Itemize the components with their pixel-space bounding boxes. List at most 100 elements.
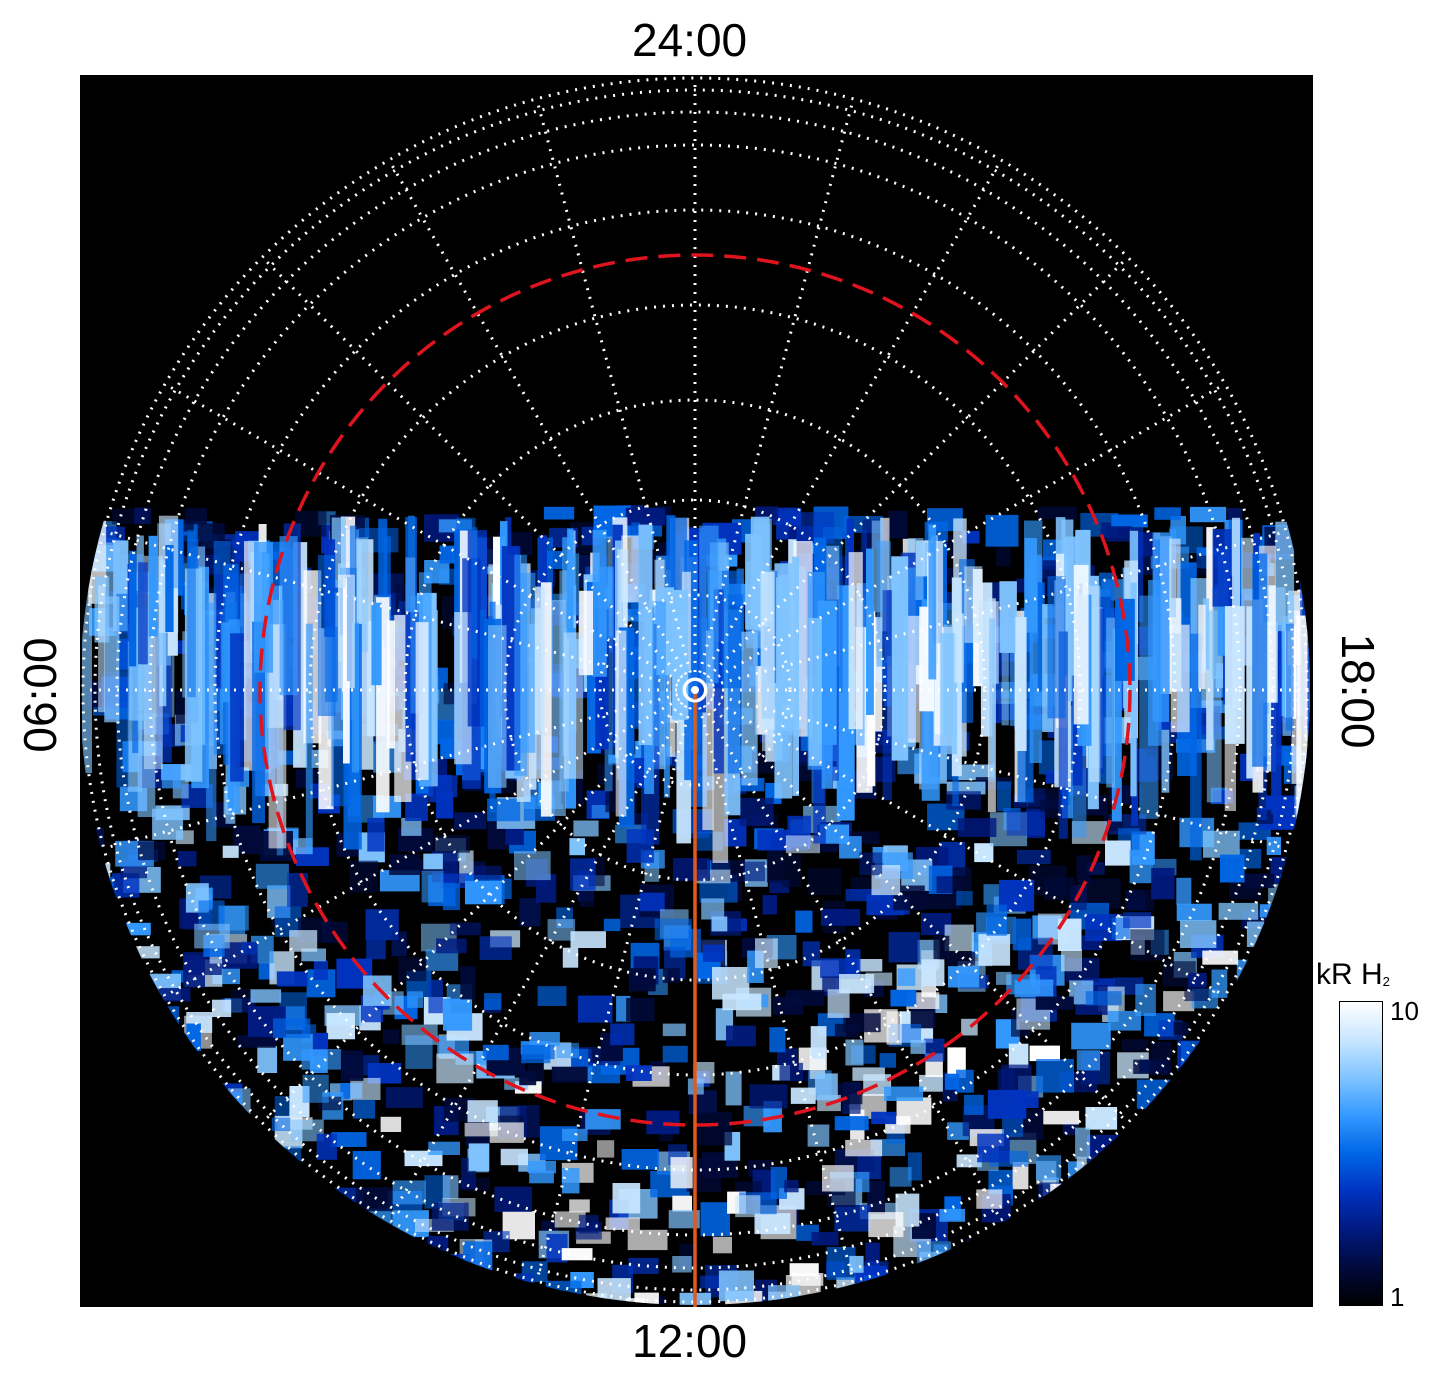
emission-patch	[1176, 877, 1192, 905]
grid-meridian-13	[103, 530, 696, 692]
emission-patch	[1012, 1162, 1029, 1190]
emission-streak	[882, 590, 892, 801]
emission-streak	[989, 618, 996, 782]
emission-streak	[454, 612, 472, 765]
emission-patch	[1050, 1183, 1088, 1207]
emission-patch	[849, 1255, 864, 1273]
emission-streak	[317, 554, 336, 716]
emission-streak	[1202, 598, 1210, 670]
emission-patch	[250, 989, 282, 1003]
emission-streak	[129, 550, 137, 667]
emission-patch	[1299, 1077, 1310, 1098]
emission-patch	[1186, 1170, 1222, 1201]
emission-patch	[116, 982, 137, 1000]
emission-patch	[460, 966, 476, 1000]
emission-patch	[93, 876, 114, 903]
emission-patch	[88, 863, 111, 891]
emission-patch	[401, 1024, 438, 1045]
emission-patch	[1127, 1252, 1152, 1268]
emission-patch	[479, 936, 512, 960]
emission-patch	[198, 1238, 215, 1255]
emission-streak	[848, 552, 863, 730]
emission-patch	[754, 1213, 791, 1235]
emission-patch	[625, 507, 666, 526]
emission-patch	[139, 1244, 175, 1269]
emission-patch	[1255, 1197, 1274, 1214]
emission-patch	[1298, 873, 1310, 890]
emission-patch	[1176, 903, 1212, 921]
grid-meridian-20	[693, 159, 1003, 691]
emission-patch	[626, 998, 655, 1022]
emission-patch	[769, 1027, 786, 1053]
grid-meridian-1	[694, 688, 1287, 850]
emission-patch	[789, 1263, 819, 1277]
emission-patch	[1180, 920, 1217, 948]
emission-streak	[871, 617, 883, 732]
emission-patch	[1311, 1005, 1313, 1020]
emission-patch	[1189, 1176, 1212, 1193]
emission-patch	[1190, 1144, 1215, 1159]
emission-streak	[1106, 617, 1115, 788]
emission-patch	[889, 1167, 912, 1187]
emission-patch	[1218, 1146, 1244, 1164]
emission-patch	[845, 1139, 883, 1157]
emission-patch	[1220, 854, 1245, 883]
emission-patch	[770, 1166, 787, 1199]
emission-patch	[468, 1143, 490, 1171]
grid-meridian-15	[261, 256, 697, 692]
emission-streak	[378, 518, 388, 641]
emission-streak	[105, 542, 115, 605]
colorbar	[1339, 1001, 1383, 1306]
emission-patch	[978, 934, 1011, 966]
emission-patch	[482, 1044, 509, 1061]
emission-patch	[1140, 1269, 1166, 1296]
emission-streak	[540, 582, 552, 817]
emission-patch	[101, 1186, 140, 1220]
emission-patch	[1183, 1234, 1204, 1264]
emission-streak	[551, 600, 566, 816]
emission-patch	[262, 1225, 287, 1258]
emission-patch	[425, 949, 459, 971]
emission-patch	[990, 1260, 1029, 1288]
emission-patch	[628, 968, 656, 992]
emission-streak	[928, 524, 937, 680]
emission-patch	[1076, 1226, 1115, 1248]
emission-streak	[1009, 617, 1016, 726]
emission-patch	[668, 1210, 700, 1229]
emission-streak	[98, 585, 105, 713]
emission-patch	[1204, 1040, 1231, 1055]
emission-patch	[273, 1188, 293, 1219]
emission-patch	[271, 1117, 291, 1131]
emission-patch	[944, 1073, 960, 1090]
emission-patch	[839, 836, 862, 859]
grid-meridian-21	[693, 256, 1129, 692]
grid-circle-7	[93, 88, 1297, 1292]
emission-patch	[1117, 1151, 1133, 1182]
emission-patch	[1245, 1094, 1274, 1120]
emission-patch	[120, 1089, 160, 1112]
emission-patch	[888, 932, 920, 963]
emission-streak	[866, 548, 874, 715]
emission-patch	[1195, 1107, 1214, 1139]
emission-patch	[379, 870, 420, 892]
emission-patch	[383, 1029, 400, 1044]
emission-patch	[235, 1170, 274, 1183]
emission-patch	[1086, 862, 1105, 875]
emission-patch	[169, 1276, 192, 1295]
emission-patch	[181, 784, 213, 808]
emission-patch	[104, 951, 136, 970]
emission-patch	[597, 1140, 615, 1158]
emission-patch	[150, 1082, 175, 1101]
emission-patch	[1307, 934, 1310, 952]
grid-meridian-11	[103, 688, 696, 850]
emission-patch	[864, 1261, 889, 1293]
emission-streak	[1311, 571, 1314, 658]
emission-patch	[1167, 1088, 1188, 1109]
emission-patch	[1076, 1050, 1100, 1071]
emission-patch	[662, 1045, 688, 1063]
emission-patch	[1180, 1041, 1204, 1072]
emission-patch	[153, 1066, 188, 1091]
emission-patch	[569, 1199, 590, 1213]
emission-patch	[626, 1065, 652, 1081]
emission-patch	[411, 1268, 426, 1294]
